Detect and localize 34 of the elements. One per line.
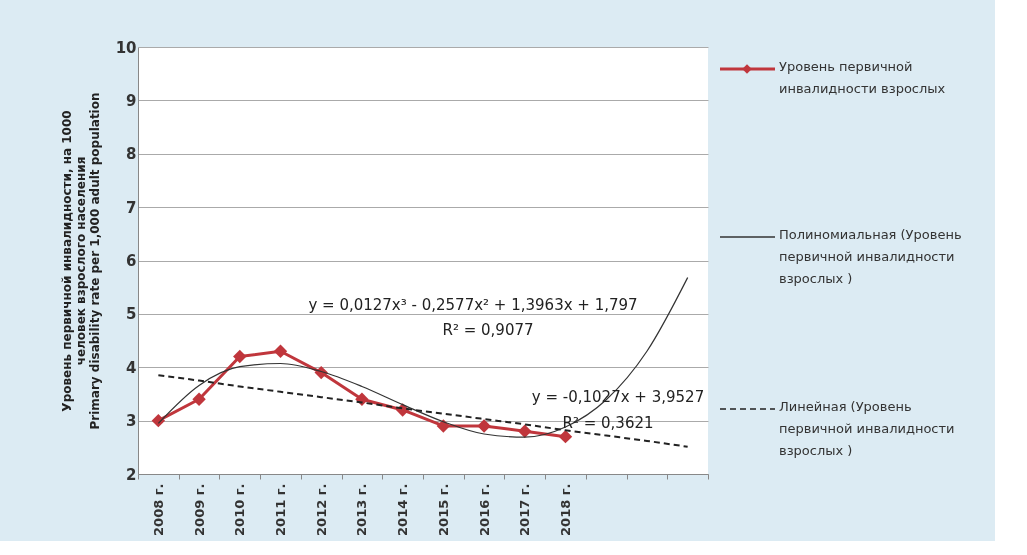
legend-label: Уровень первичной инвалидности взрослых — [779, 59, 946, 96]
y-tick-label: 3 — [126, 412, 137, 431]
y-tick-label: 10 — [115, 38, 137, 57]
x-tick-label: 2018 г. — [558, 483, 573, 536]
legend-label: Полиномиальная (Уровень первичной инвалидности взрослых ) — [779, 227, 962, 286]
x-tick-label: 2008 г. — [150, 483, 166, 536]
x-tick-label: 2013 г. — [354, 483, 370, 536]
x-tick-label: 2017 г. — [517, 483, 533, 536]
point — [355, 392, 369, 406]
point — [436, 419, 451, 433]
y-tick-label: 7 — [126, 198, 137, 217]
y-tick-label: 9 — [126, 91, 137, 110]
y-tick-label: 8 — [126, 145, 137, 164]
x-tick-label: 2014 г. — [395, 483, 411, 536]
point — [192, 392, 206, 406]
legend-label: Линейная (Уровень первичной инвалидности взрослых ) — [779, 399, 955, 458]
x-tick-label: 2015 г. — [435, 483, 451, 536]
x-tick-label: 2010 г. — [232, 483, 248, 536]
y-tick-label: 4 — [126, 358, 137, 377]
y-tick-label: 2 — [126, 465, 137, 484]
point — [233, 349, 247, 364]
point — [273, 344, 288, 358]
point — [558, 429, 573, 444]
x-tick-label: 2016 г. — [476, 483, 492, 536]
point — [518, 424, 532, 439]
y-tick-label: 6 — [126, 252, 137, 270]
y-tick-label: 5 — [126, 305, 137, 324]
x-tick-label: 2009 г. — [191, 483, 207, 536]
y-axis-title: Уровень первичной инвалидности, на 1000 человек взрослого населения Primary disability rate per 1,000 adult population — [59, 92, 102, 430]
annotation: y = 0,0127x³ - 0,2577x² + 1,3963x + 1,797 — [308, 296, 638, 314]
x-tick-label: 2011 г. — [273, 483, 288, 536]
x-tick-label: 2012 г. — [313, 483, 329, 536]
point — [477, 419, 491, 433]
annotation: R² = 0,9077 — [442, 321, 534, 339]
